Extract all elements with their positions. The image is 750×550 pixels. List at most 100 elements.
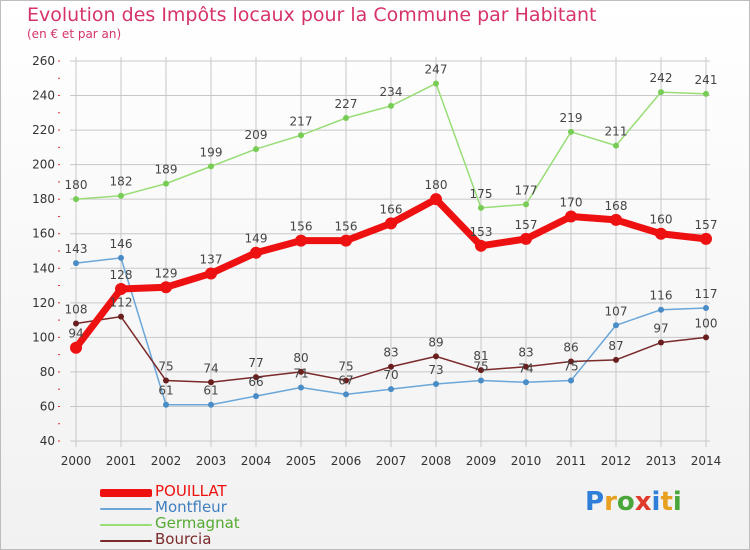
data-point-montfleur [703,305,709,311]
data-point-montfleur [298,384,304,391]
logo-letter: x [634,487,652,517]
data-point-germagnat [613,142,619,149]
chart-subtitle: (en € et par an) [27,27,122,41]
data-label-montfleur: 71 [293,366,308,380]
data-point-germagnat [433,80,439,87]
data-point-pouillat [295,234,307,247]
data-label-germagnat: 234 [380,85,403,99]
data-point-germagnat [658,89,664,96]
data-label-germagnat: 227 [335,97,358,111]
data-label-germagnat: 177 [515,183,538,197]
x-tick-label: 2004 [241,454,272,468]
data-point-montfleur [118,254,124,261]
data-point-pouillat [250,246,262,259]
data-label-germagnat: 175 [470,187,493,201]
data-label-pouillat: 157 [695,218,718,232]
data-label-pouillat: 149 [245,232,268,246]
data-point-germagnat [253,146,259,153]
y-tick-label: 60 [40,399,55,413]
logo-letter: r [604,487,617,517]
y-tick-label: 160 [32,227,55,241]
data-point-montfleur [208,401,214,408]
data-label-pouillat: 166 [380,202,403,216]
data-label-bourcia: 97 [653,322,668,336]
data-point-bourcia [388,363,394,370]
data-label-germagnat: 211 [605,125,628,139]
data-point-pouillat [565,210,577,223]
data-point-bourcia [73,320,79,327]
data-point-montfleur [253,393,259,400]
data-point-germagnat [73,196,79,203]
x-tick-label: 2007 [376,454,407,468]
data-label-bourcia: 112 [110,296,133,310]
data-point-pouillat [385,217,397,230]
data-point-germagnat [568,128,574,135]
data-label-bourcia: 89 [428,335,443,349]
y-tick-label: 200 [32,158,55,172]
legend-label: POUILLAT [155,482,227,500]
data-point-bourcia [253,374,259,381]
data-label-germagnat: 182 [110,175,133,189]
data-point-pouillat [520,232,532,245]
data-point-bourcia [163,377,169,384]
x-tick-label: 2001 [106,454,137,468]
legend-swatch [100,489,152,497]
data-point-bourcia [433,353,439,360]
data-label-germagnat: 241 [695,73,718,87]
data-point-germagnat [163,180,169,187]
data-point-bourcia [118,313,124,320]
data-point-pouillat [340,234,352,247]
data-label-pouillat: 180 [425,178,448,192]
data-point-germagnat [478,204,484,211]
data-point-bourcia [478,367,484,374]
data-label-bourcia: 108 [65,303,88,317]
data-label-montfleur: 74 [518,361,533,375]
data-point-pouillat [430,193,442,206]
x-tick-label: 2005 [286,454,317,468]
data-label-montfleur: 75 [473,360,488,374]
y-tick-label: 240 [32,89,55,103]
legend-label: Montfleur [155,498,227,516]
data-point-montfleur [568,377,574,384]
data-point-germagnat [343,115,349,121]
data-point-pouillat [115,283,127,295]
data-label-pouillat: 156 [335,220,358,234]
data-point-bourcia [703,334,709,341]
x-tick-label: 2000 [61,454,92,468]
legend-swatch [100,524,152,526]
data-label-germagnat: 180 [65,178,88,192]
data-label-germagnat: 209 [245,128,268,142]
data-label-pouillat: 94 [68,327,83,341]
data-label-montfleur: 146 [110,237,133,251]
x-tick-label: 2011 [556,454,587,468]
data-point-montfleur [73,260,79,267]
data-label-montfleur: 116 [650,289,673,303]
data-label-montfleur: 67 [338,373,353,387]
y-tick-label: 220 [32,123,55,137]
x-tick-label: 2003 [196,454,227,468]
data-point-pouillat [70,341,82,354]
data-label-bourcia: 75 [158,360,173,374]
data-point-bourcia [658,339,664,346]
data-label-montfleur: 70 [383,368,398,382]
data-point-pouillat [475,239,487,252]
data-label-bourcia: 81 [473,349,488,363]
data-label-montfleur: 61 [203,384,218,398]
data-point-bourcia [208,379,214,386]
data-label-bourcia: 77 [248,356,263,370]
data-label-montfleur: 66 [248,375,263,389]
data-point-montfleur [388,386,394,393]
y-tick-label: 180 [32,192,55,206]
x-tick-label: 2010 [511,454,542,468]
data-point-germagnat [208,163,214,170]
chart-title: Evolution des Impôts locaux pour la Comm… [27,4,597,26]
data-label-montfleur: 61 [158,384,173,398]
data-label-montfleur: 75 [563,360,578,374]
data-point-montfleur [658,306,664,313]
data-point-germagnat [388,102,394,109]
data-label-montfleur: 143 [65,242,88,256]
legend-swatch [100,540,152,542]
proxiti-logo: Proxiti [585,487,682,517]
